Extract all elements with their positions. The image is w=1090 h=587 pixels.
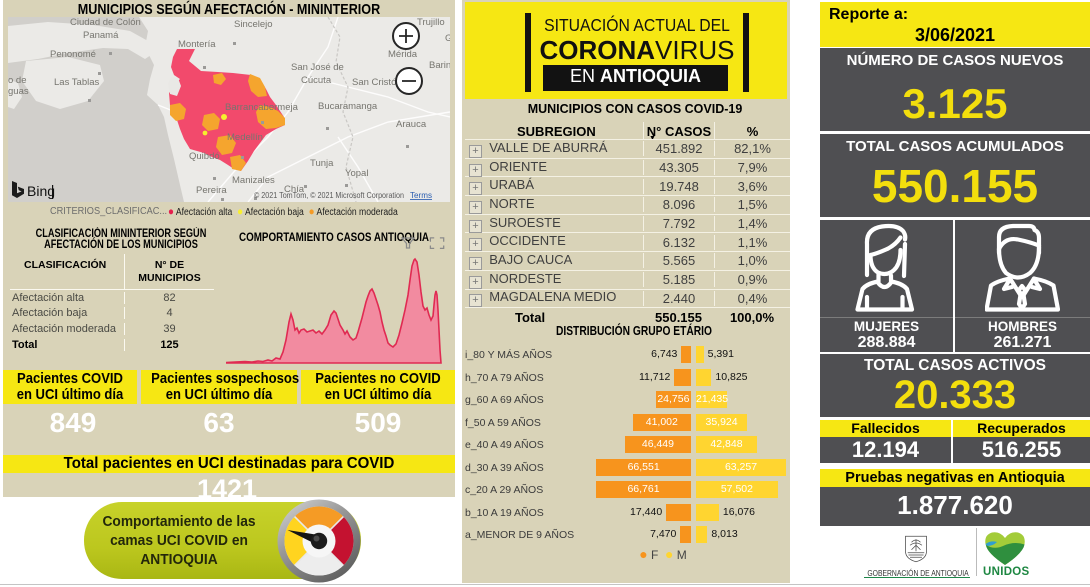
svg-text:Cúcuta: Cúcuta <box>301 75 332 86</box>
svg-text:Manizales: Manizales <box>232 175 275 186</box>
svg-text:guas: guas <box>8 86 29 97</box>
svg-text:© 2021 TomTom, © 2021 Microsof: © 2021 TomTom, © 2021 Microsoft Corporat… <box>254 190 404 200</box>
svg-text:Las Tablas: Las Tablas <box>54 77 99 88</box>
svg-text:San José de: San José de <box>291 62 344 73</box>
svg-text:Penonomé: Penonomé <box>50 49 96 60</box>
svg-text:Terms: Terms <box>410 190 432 200</box>
svg-text:Tunja: Tunja <box>310 158 334 169</box>
svg-text:Barrancabermeja: Barrancabermeja <box>225 102 299 113</box>
svg-text:G: G <box>445 33 450 44</box>
svg-text:Quibdó: Quibdó <box>189 151 220 162</box>
svg-text:Medellín: Medellín <box>227 132 263 143</box>
svg-text:Trujillo: Trujillo <box>417 17 445 28</box>
svg-text:Panamá: Panamá <box>83 30 119 41</box>
svg-text:Sincelejo: Sincelejo <box>234 19 273 30</box>
svg-text:o de: o de <box>8 75 27 86</box>
svg-text:San Cristób: San Cristób <box>352 77 402 88</box>
svg-text:Pereira: Pereira <box>196 185 227 196</box>
svg-text:Arauca: Arauca <box>396 119 427 130</box>
svg-text:Mérida: Mérida <box>388 49 418 60</box>
svg-text:Ciudad de Colón: Ciudad de Colón <box>70 17 141 28</box>
svg-text:Yopal: Yopal <box>345 168 368 179</box>
svg-text:Bing: Bing <box>27 183 55 199</box>
svg-text:Chía: Chía <box>284 184 305 195</box>
svg-text:Barina: Barina <box>429 60 450 71</box>
svg-text:Bucaramanga: Bucaramanga <box>318 101 378 112</box>
svg-text:Montería: Montería <box>178 39 216 50</box>
